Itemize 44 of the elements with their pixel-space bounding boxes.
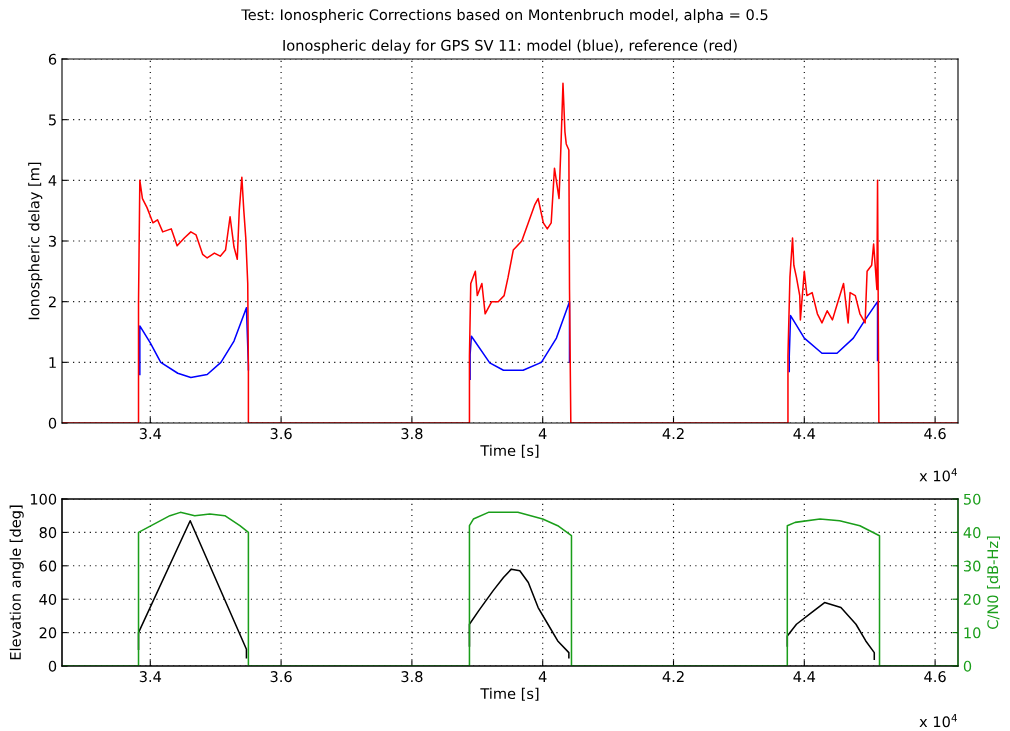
y-tick-label: 20 — [39, 627, 57, 639]
y-tick-label: 4 — [48, 175, 57, 186]
y-tick-label: 60 — [39, 560, 57, 572]
y-tick-label: 5 — [48, 114, 56, 126]
x-tick-label: 4.2 — [662, 428, 684, 439]
x-tick-label: 4.6 — [924, 671, 946, 683]
y-tick-label: 3 — [48, 235, 56, 247]
chart-title: Test: Ionospheric Corrections based on Montenbruch model, alpha = 0.5 — [241, 8, 768, 24]
y2-tick-label: 20 — [963, 593, 981, 605]
chart-subtitle: Ionospheric delay for GPS SV 11: model (blue), reference (red) — [283, 39, 737, 54]
x-tick-label: 4.6 — [924, 428, 946, 440]
y-tick-label: 100 — [30, 493, 57, 505]
y2-axis-title: C/N0 [dB-Hz] — [986, 536, 1000, 629]
x-tick-label: 3.4 — [139, 428, 162, 440]
y-axis-title: Ionospheric delay [m] — [28, 162, 43, 320]
x-tick-label: 3.4 — [139, 671, 162, 683]
line-series — [788, 300, 879, 373]
x-tick-label: 4 — [538, 671, 547, 682]
y-tick-label: 40 — [39, 593, 57, 605]
y2-tick-label: 50 — [963, 493, 981, 505]
y2-tick-label: 0 — [963, 660, 972, 672]
line-series — [139, 306, 250, 379]
x-tick-label: 3.6 — [270, 671, 292, 683]
y-tick-label: 1 — [49, 357, 56, 368]
x-tick-label: 3.6 — [270, 428, 292, 440]
x-tick-label: 3.8 — [401, 428, 423, 440]
y2-tick-label: 30 — [963, 560, 981, 572]
x-tick-label: 4.4 — [793, 428, 816, 439]
y2-tick-label: 10 — [964, 627, 981, 639]
x-tick-label: 4.2 — [662, 671, 684, 682]
y-tick-label: 80 — [39, 527, 57, 539]
x-tick-label: 3.8 — [401, 671, 423, 683]
x-axis-title: Time [s] — [480, 444, 539, 458]
y-tick-label: 6 — [48, 53, 57, 65]
text: x 10$^{4}$ — [919, 714, 957, 728]
x-tick-label: 4 — [538, 428, 547, 439]
y-tick-label: 2 — [48, 296, 56, 308]
y-tick-label: 0 — [48, 660, 57, 672]
x-tick-label: 4.4 — [793, 671, 816, 682]
y-tick-label: 0 — [48, 417, 57, 429]
x-axis-title: Time [s] — [480, 687, 539, 701]
y2-tick-label: 40 — [963, 527, 981, 539]
text: x 10$^{4}$ — [919, 468, 957, 482]
y-axis-title: Elevation angle [deg] — [9, 505, 24, 660]
